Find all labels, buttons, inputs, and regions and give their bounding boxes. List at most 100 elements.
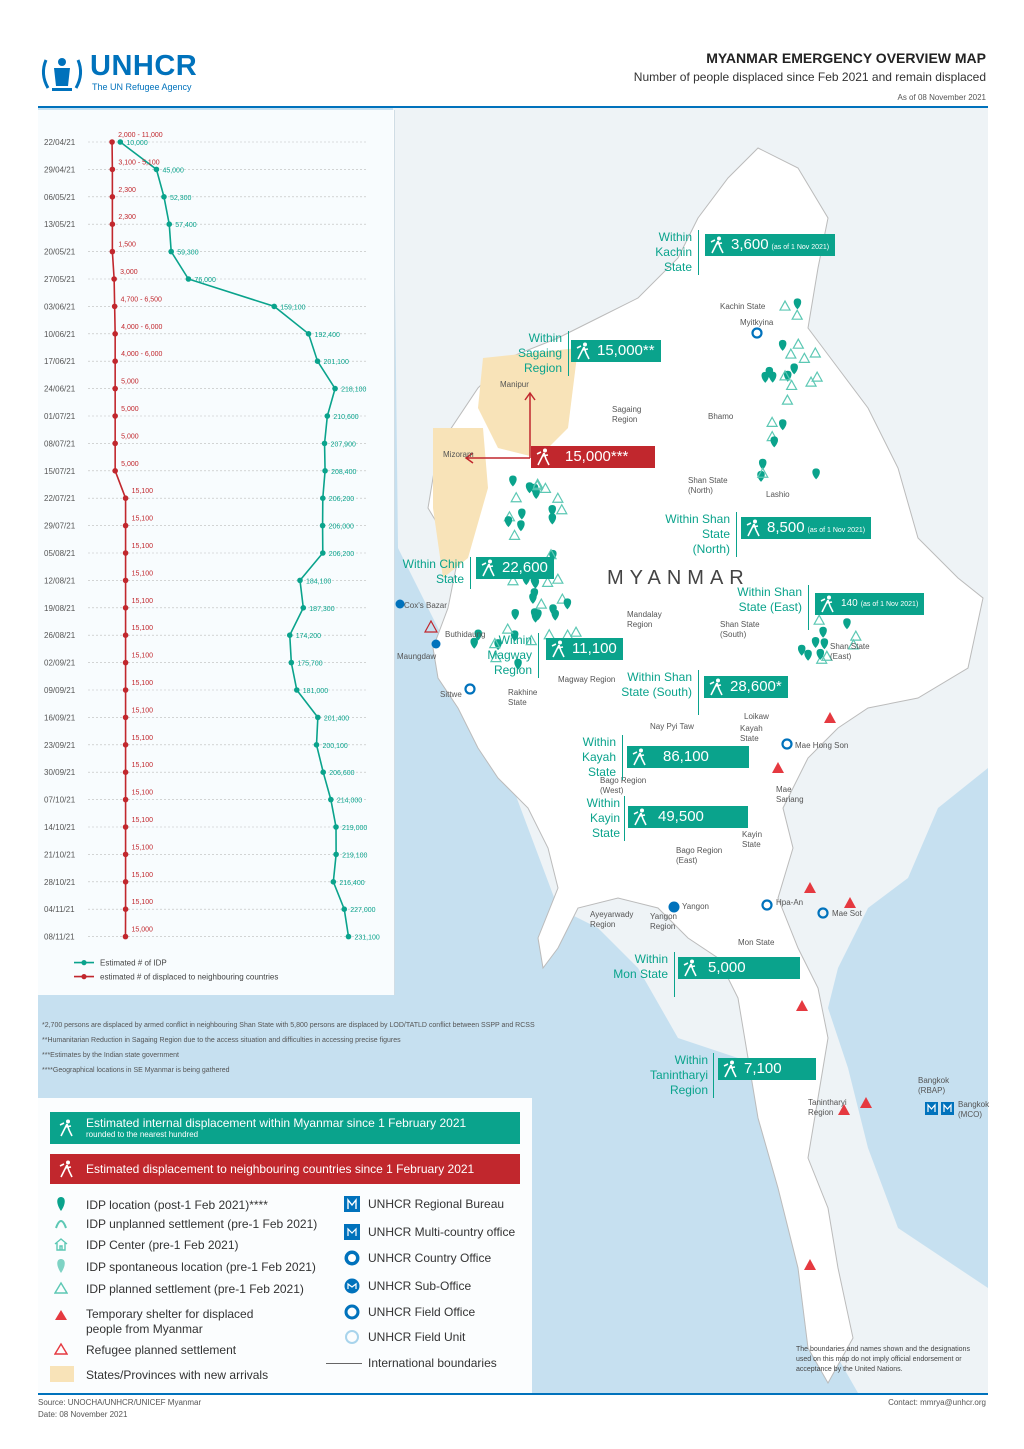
idp-point — [314, 358, 321, 364]
idp-data-label: 57,400 — [175, 222, 197, 229]
neighbour-point — [122, 605, 129, 611]
idp-location-marker — [758, 458, 767, 470]
place-kayah: Kayah State — [740, 724, 763, 743]
idp-location-marker — [518, 508, 526, 520]
logo-tagline: The UN Refugee Agency — [92, 82, 192, 92]
idp-planned-settlement-marker — [531, 479, 544, 491]
place-bago-east: Bago Region (East) — [676, 846, 723, 865]
idp-data-label: 201,400 — [324, 715, 349, 722]
neighbour-data-label: 15,100 — [132, 680, 154, 687]
idp-data-label: 184,100 — [306, 578, 331, 585]
neighbour-point — [122, 714, 129, 721]
chin-value: 22,600 — [502, 559, 548, 576]
idp-planned-settlement-marker — [798, 352, 811, 363]
date-tick-label: 27/05/21 — [44, 275, 76, 284]
date-tick-label: 23/09/21 — [44, 741, 76, 750]
refugee-planned-settlement-marker — [423, 619, 439, 633]
idp-planned-settlement-marker — [815, 652, 828, 664]
kayah-within: Within Kayah State — [581, 735, 616, 779]
neighbour-point — [122, 769, 129, 775]
neighbour-data-label: 3,000 — [120, 269, 138, 276]
neighbour-data-label: 15,100 — [132, 543, 154, 550]
neighbour-data-label: 4,000 - 6,000 — [121, 324, 162, 331]
idp-planned-settlement-marker — [501, 622, 514, 634]
idp-point — [288, 659, 295, 666]
place-kayin: Kayin State — [742, 830, 763, 849]
date-tick-label: 06/05/21 — [44, 193, 76, 202]
place-rakhine: Rakhine State — [508, 688, 538, 707]
date-tick-label: 22/07/21 — [44, 494, 76, 503]
idp-point — [286, 632, 293, 638]
idp-point — [153, 166, 160, 173]
date-tick-label: 30/09/21 — [44, 768, 76, 777]
idp-point — [324, 413, 331, 419]
neighbour-data-label: 5,000 — [121, 406, 139, 413]
neighbour-data-label: 3,100 - 5,100 — [118, 159, 159, 166]
page-subtitle: Number of people displaced since Feb 202… — [633, 70, 986, 84]
idp-data-label: 218,100 — [341, 387, 366, 394]
place-kuala: Mae Sariang — [776, 785, 804, 804]
place-hpa-an: Hpa-An — [776, 898, 804, 907]
date-tick-label: 13/05/21 — [44, 220, 76, 229]
shan-south-value: 28,600* — [730, 678, 782, 695]
neighbour-point — [122, 879, 129, 885]
idp-data-label: 207,900 — [331, 441, 356, 448]
page-title: MYANMAR EMERGENCY OVERVIEW MAP — [706, 50, 986, 66]
walking-person-icon — [633, 808, 647, 826]
neighbour-data-label: 4,000 - 6,000 — [121, 351, 162, 358]
place-myitkyina: Myitkyina — [740, 318, 774, 327]
walking-person-icon — [59, 1160, 73, 1178]
sub-office-icon — [344, 1278, 360, 1294]
neighbour-point — [122, 495, 129, 502]
new-arrivals-swatch — [50, 1366, 74, 1382]
idp-point — [185, 276, 192, 282]
idp-point — [313, 742, 320, 748]
neighbour-data-label: 15,100 — [132, 488, 154, 495]
idp-data-label: 208,400 — [331, 469, 356, 476]
idp-location-marker — [778, 339, 787, 351]
neighbour-point — [122, 550, 129, 556]
legend: Estimated internal displacement within M… — [38, 1098, 532, 1393]
neighbour-data-label: 5,000 — [121, 379, 139, 386]
idp-planned-settlement-marker — [506, 574, 519, 586]
idp-point — [315, 714, 321, 721]
walking-person-icon — [746, 519, 760, 537]
shan-north-within: Within Shan State (North) — [665, 512, 730, 556]
neighbour-point — [109, 248, 116, 255]
place-cox: Cox's Bazar — [404, 601, 447, 610]
mon-badge: 5,000 — [678, 957, 800, 979]
legend-multi-country-office: UNHCR Multi-country office — [368, 1225, 516, 1239]
idp-data-label: 210,600 — [333, 414, 358, 421]
idp-location-marker — [757, 470, 765, 482]
idp-data-label: 219,000 — [342, 825, 367, 832]
neighbour-value: 15,000*** — [565, 448, 629, 465]
neighbour-point — [122, 906, 129, 912]
idp-location-marker — [563, 598, 572, 610]
idp-location-marker — [530, 608, 539, 620]
idp-location-icon — [57, 1197, 65, 1211]
chin-within: Within Chin State — [402, 557, 464, 586]
idp-data-label: 206,200 — [329, 496, 354, 503]
idp-location-marker — [793, 298, 802, 310]
mon-within: Within Mon State — [613, 952, 668, 981]
neighbour-point — [122, 577, 129, 584]
neighbour-data-label: 15,100 — [132, 790, 154, 797]
walking-person-icon — [632, 748, 646, 766]
date-tick-label: 07/10/21 — [44, 796, 76, 805]
legend-idp-center: IDP Center (pre-1 Feb 2021) — [86, 1238, 239, 1252]
place-mae-sot: Mae Sot — [832, 909, 862, 918]
idp-center-icon — [54, 1238, 68, 1251]
shan-east-badge: 140 (as of 1 Nov 2021) — [815, 593, 925, 615]
country-office-icon — [344, 1250, 360, 1266]
date-tick-label: 20/05/21 — [44, 248, 76, 257]
kayin-within: Within Kayin State — [586, 796, 620, 840]
idp-planned-settlement-marker — [508, 529, 521, 540]
legend-idp-unplanned: IDP unplanned settlement (pre-1 Feb 2021… — [86, 1217, 318, 1231]
trend-chart: 22/04/21 29/04/21 06/05/21 13/05/21 20/05/21… — [44, 132, 380, 982]
idp-location-marker — [517, 520, 525, 532]
idp-planned-settlement-marker — [551, 492, 564, 503]
kayah-badge: 86,100 — [627, 746, 749, 768]
neighbour-point — [122, 824, 129, 830]
idp-planned-settlement-marker — [813, 613, 826, 625]
neighbour-point — [122, 659, 129, 666]
